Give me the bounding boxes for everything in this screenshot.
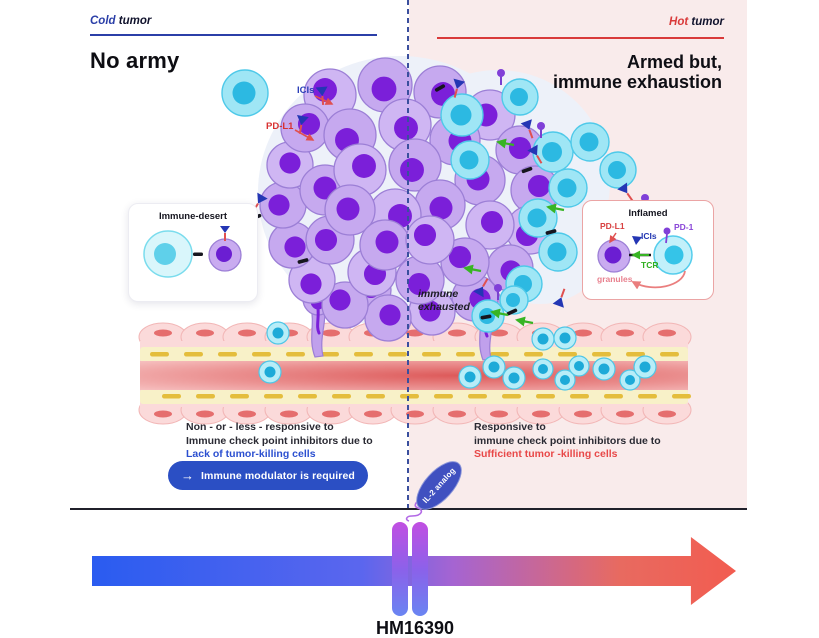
vessel-immune-cells	[258, 321, 657, 391]
inflamed-granules-label: granules	[597, 274, 633, 284]
inflamed-illustration	[597, 227, 693, 290]
cold-tumor-label: Cold tumor	[90, 15, 152, 27]
cold-headline: No army	[90, 48, 180, 73]
inflamed-pd1-label: PD-1	[674, 222, 694, 232]
inflamed-title: Inflamed	[628, 208, 668, 219]
baseline-rule	[70, 508, 747, 510]
hot-headline: Armed but, immune exhaustion	[552, 52, 722, 92]
icis-annotation-label: ICIs	[297, 85, 315, 96]
inflamed-icis-label: ICIs	[641, 231, 657, 241]
drug-name-label: HM16390	[375, 618, 455, 638]
hot-tumor-label: Hot tumor	[669, 16, 724, 28]
right-arrow-icon: →	[181, 468, 194, 483]
pdl1-annotation-label: PD-L1	[266, 121, 294, 132]
inflamed-pdl1-label: PD-L1	[600, 221, 625, 231]
receptor-bar-right	[412, 522, 428, 616]
immune-desert-illustration	[143, 226, 242, 278]
immune-cells	[221, 69, 637, 333]
immune-modulator-button-label: Immune modulator is required	[201, 469, 355, 482]
hot-tumor-label-accent: Hot	[669, 16, 689, 28]
cold-response-note: Non - or - less - responsive to Immune c…	[186, 421, 373, 460]
immune-exhausted-note: immune exhausted	[418, 288, 470, 313]
inflamed-tcr-label: TCR	[641, 260, 659, 270]
immune-modulator-button[interactable]: → Immune modulator is required	[168, 461, 368, 490]
cold-tumor-label-accent: Cold	[90, 15, 116, 27]
inflamed-card: Inflamed PD-L1 ICIs PD-1 TCR granules	[582, 200, 714, 300]
receptor-bar-left	[392, 522, 408, 616]
immune-desert-title: Immune-desert	[158, 211, 228, 222]
immune-desert-card: Immune-desert	[128, 203, 258, 302]
hot-response-note: Responsive to immune check point inhibit…	[474, 421, 661, 460]
divider-dashed-line	[407, 0, 409, 510]
cold-underline	[90, 34, 377, 36]
hot-underline	[437, 37, 724, 39]
